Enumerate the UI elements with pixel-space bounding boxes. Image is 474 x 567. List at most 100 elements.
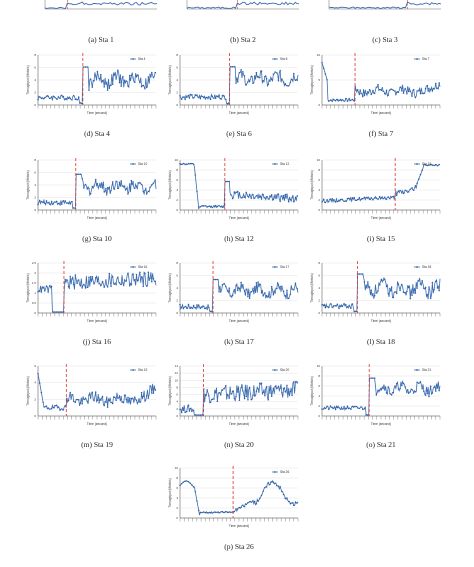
data-point <box>86 286 88 289</box>
data-point <box>321 408 323 410</box>
data-point <box>55 311 58 313</box>
partial-chart: (b) Sta 2 <box>186 0 300 44</box>
data-point <box>96 280 99 283</box>
data-point <box>406 93 408 95</box>
y-tick-label: 6 <box>318 384 320 388</box>
data-point <box>54 201 56 203</box>
data-point <box>106 187 109 189</box>
data-point <box>236 81 239 83</box>
y-axis-label: Throughput (Mbits/s) <box>310 170 314 199</box>
data-point <box>334 408 337 411</box>
data-point <box>103 286 105 288</box>
data-point <box>257 500 259 502</box>
data-point <box>294 381 297 383</box>
data-point <box>115 399 117 402</box>
data-point <box>326 199 328 201</box>
data-point <box>274 71 276 73</box>
data-point <box>137 279 139 281</box>
data-point <box>324 407 327 410</box>
data-point <box>276 72 278 74</box>
data-point <box>339 408 342 411</box>
data-point <box>373 377 376 379</box>
data-point <box>272 198 275 201</box>
data-point <box>105 187 107 190</box>
data-point <box>269 297 271 299</box>
data-point <box>350 197 352 199</box>
data-point <box>267 295 270 298</box>
data-point <box>269 392 271 394</box>
data-point <box>135 75 138 78</box>
data-point <box>208 96 210 98</box>
data-point <box>346 197 349 200</box>
data-point <box>98 282 100 285</box>
data-point <box>231 197 234 200</box>
series-line <box>179 279 299 313</box>
data-point <box>71 200 73 203</box>
data-point <box>436 387 439 389</box>
data-point <box>194 490 197 493</box>
data-point <box>50 200 53 203</box>
data-point <box>262 294 264 297</box>
data-point <box>287 297 290 300</box>
data-point <box>343 405 345 408</box>
data-point <box>127 193 129 195</box>
data-point <box>94 178 97 181</box>
y-axis-label: Throughput (Mbits/s) <box>310 376 314 405</box>
data-point <box>145 193 148 195</box>
data-point <box>103 191 105 193</box>
data-point <box>356 198 359 201</box>
data-point <box>401 90 403 92</box>
legend-label: Sta 7 <box>422 57 430 61</box>
data-point <box>98 401 100 404</box>
data-point <box>134 279 136 281</box>
data-point <box>220 206 222 208</box>
data-point <box>276 484 278 487</box>
data-point <box>187 162 190 165</box>
data-point <box>182 307 185 310</box>
data-point <box>105 83 107 85</box>
data-point <box>130 283 133 286</box>
data-point <box>401 192 403 194</box>
data-point <box>149 385 151 387</box>
data-point <box>355 89 357 91</box>
x-axis-label: Time (second) <box>371 319 391 323</box>
data-point <box>286 289 288 292</box>
data-point <box>411 388 413 391</box>
data-point <box>191 410 193 413</box>
data-point <box>52 203 55 205</box>
data-point <box>45 95 48 98</box>
data-point <box>287 85 290 87</box>
data-point <box>147 76 150 78</box>
data-point <box>345 200 347 202</box>
data-point <box>140 276 143 278</box>
data-point <box>255 282 258 284</box>
data-point <box>326 405 328 407</box>
data-point <box>397 190 400 192</box>
data-point <box>118 395 121 397</box>
data-point <box>262 194 264 196</box>
data-point <box>235 395 237 398</box>
data-point <box>192 97 195 99</box>
data-point <box>353 196 356 199</box>
data-point <box>293 201 295 203</box>
data-point <box>284 390 287 393</box>
data-point <box>433 386 435 388</box>
data-point <box>431 90 434 92</box>
data-point <box>125 398 128 401</box>
data-point <box>78 173 80 175</box>
data-point <box>238 192 241 194</box>
data-point <box>128 74 131 77</box>
data-point <box>423 287 425 290</box>
data-point <box>57 311 60 313</box>
y-tick-label: 0 <box>34 103 36 107</box>
y-tick-label: 8 <box>176 168 178 172</box>
data-point <box>78 399 80 401</box>
data-point <box>384 389 386 391</box>
data-point <box>206 308 208 310</box>
data-point <box>236 391 239 393</box>
data-point <box>407 90 410 93</box>
caption: (n) Sta 20 <box>224 440 254 449</box>
data-point <box>38 382 41 384</box>
data-point <box>296 288 298 290</box>
legend-label: Sta 18 <box>422 265 431 269</box>
